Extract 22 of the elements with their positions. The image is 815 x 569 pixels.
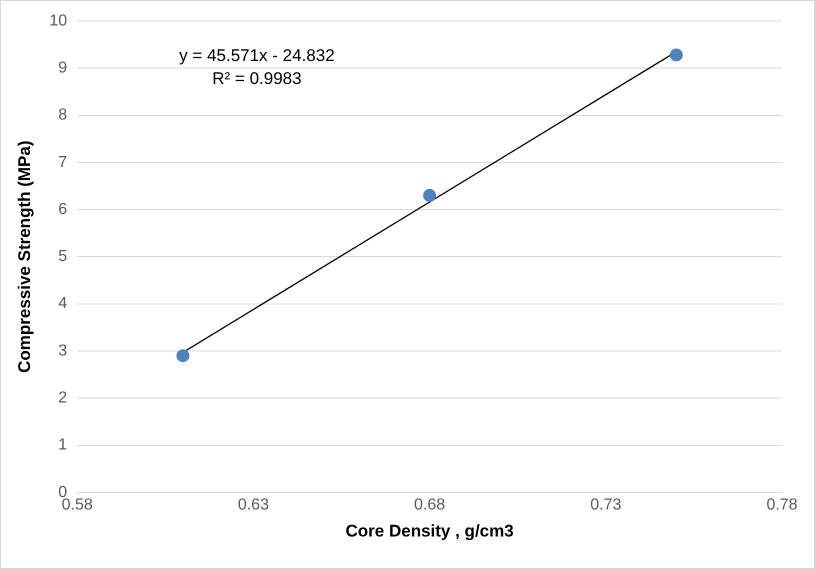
- y-tick-label: 3: [58, 342, 68, 360]
- x-tick-label: 0.73: [590, 496, 622, 514]
- point: [176, 349, 190, 362]
- x-tick-label: 0.78: [766, 496, 798, 514]
- point: [423, 188, 436, 202]
- x-axis-title: Core Density , g/cm3: [346, 521, 514, 540]
- y-tick-label: 8: [58, 106, 68, 124]
- annotation: R² = 0.9983: [212, 69, 302, 88]
- y-axis-title: Compressive Strength (MPa): [14, 140, 34, 373]
- y-tick-label: 6: [58, 200, 68, 218]
- annotation: y = 45.571x - 24.832: [179, 46, 335, 65]
- y-tick-label: 7: [58, 154, 68, 171]
- y-tick-label: 5: [58, 248, 68, 266]
- x-tick-label: 0.58: [62, 496, 93, 514]
- y-tick-label: 9: [58, 60, 68, 77]
- y-tick-label: 2: [58, 390, 68, 407]
- y-tick-label: 4: [58, 295, 68, 312]
- y-tick-label: 1: [58, 436, 68, 454]
- y-tick-label: 10: [49, 12, 68, 30]
- x-tick-label: 0.68: [414, 496, 446, 514]
- point: [670, 48, 683, 62]
- x-tick-label: 0.63: [238, 496, 270, 514]
